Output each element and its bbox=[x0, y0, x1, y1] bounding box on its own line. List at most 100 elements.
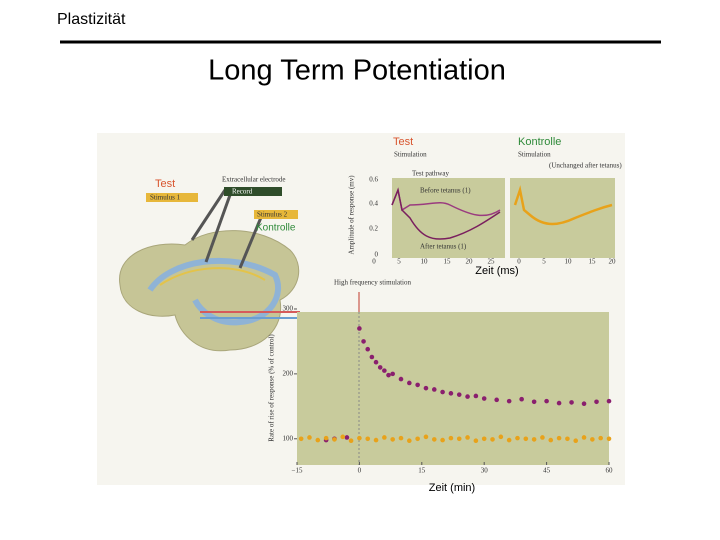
point bbox=[556, 435, 562, 441]
label: Test pathway bbox=[412, 170, 450, 178]
point bbox=[332, 437, 337, 442]
label: (Unchanged after tetanus) bbox=[549, 162, 622, 170]
point bbox=[473, 438, 479, 444]
point bbox=[481, 396, 487, 401]
point bbox=[407, 380, 412, 386]
point bbox=[531, 399, 537, 405]
point bbox=[519, 396, 524, 402]
point bbox=[498, 434, 504, 440]
x-tick-label: 0 bbox=[372, 258, 376, 266]
label-box bbox=[254, 210, 298, 219]
panel bbox=[510, 178, 615, 258]
point bbox=[373, 359, 379, 365]
point bbox=[448, 435, 454, 441]
x-tick-label: 30 bbox=[481, 467, 489, 475]
point bbox=[544, 398, 549, 404]
label: Record bbox=[232, 188, 253, 196]
x-tick-label: 10 bbox=[421, 258, 429, 266]
x-tick-label: 60 bbox=[606, 467, 614, 475]
label: Before tetanus (1) bbox=[420, 187, 471, 195]
x-tick-label: 45 bbox=[543, 467, 551, 475]
x-tick-label: 5 bbox=[542, 258, 546, 266]
point bbox=[423, 434, 429, 440]
point bbox=[590, 437, 595, 442]
point bbox=[348, 438, 354, 444]
point bbox=[540, 435, 545, 440]
point bbox=[448, 391, 454, 396]
x-tick-label: 10 bbox=[565, 258, 573, 266]
point bbox=[473, 393, 479, 399]
panel-title: Test bbox=[393, 136, 413, 148]
point bbox=[515, 435, 520, 441]
x-tick-label: 5 bbox=[397, 258, 401, 266]
label: Test bbox=[155, 178, 175, 190]
y-tick-label: 100 bbox=[283, 434, 294, 442]
trace-before bbox=[391, 187, 501, 217]
point bbox=[581, 435, 587, 440]
axis-label: Zeit (min) bbox=[429, 482, 475, 494]
hippocampus bbox=[147, 257, 282, 326]
plot-area bbox=[297, 312, 609, 465]
x-tick-label: 20 bbox=[609, 258, 617, 266]
axis-label: Amplitude of response (mv) bbox=[348, 175, 356, 255]
point bbox=[323, 435, 329, 441]
point bbox=[440, 437, 445, 443]
point bbox=[390, 371, 395, 377]
point bbox=[390, 437, 395, 442]
point bbox=[573, 438, 579, 444]
label: High frequency stimulation bbox=[334, 279, 411, 287]
pathway bbox=[159, 267, 266, 286]
point bbox=[465, 394, 470, 399]
label: Stimulus 2 bbox=[257, 211, 288, 219]
point bbox=[556, 400, 562, 406]
trace-control bbox=[513, 185, 613, 226]
x-tick-label: 15 bbox=[589, 258, 597, 266]
point bbox=[481, 436, 487, 442]
point bbox=[594, 399, 599, 405]
point bbox=[361, 339, 366, 344]
point bbox=[423, 385, 429, 391]
y-tick-label: 0.4 bbox=[369, 200, 378, 208]
trace-after bbox=[391, 187, 501, 240]
point bbox=[307, 435, 312, 440]
point bbox=[340, 434, 346, 440]
x-tick-label: −15 bbox=[292, 467, 303, 475]
label-box bbox=[224, 187, 282, 196]
point bbox=[382, 435, 387, 440]
y-tick-label: 0.6 bbox=[369, 176, 378, 184]
point bbox=[344, 435, 350, 440]
electrode bbox=[238, 214, 264, 269]
point bbox=[365, 346, 371, 352]
point bbox=[531, 437, 537, 442]
point bbox=[581, 401, 587, 407]
point bbox=[456, 436, 462, 442]
point bbox=[357, 326, 362, 331]
point bbox=[523, 436, 529, 442]
point bbox=[415, 382, 420, 388]
point bbox=[431, 437, 437, 442]
point bbox=[386, 372, 391, 378]
point bbox=[548, 437, 554, 443]
point bbox=[373, 437, 379, 443]
point bbox=[606, 436, 612, 442]
point bbox=[569, 400, 574, 405]
point bbox=[431, 387, 437, 392]
y-tick-label: 300 bbox=[283, 305, 294, 313]
point bbox=[357, 435, 362, 441]
panel-title: Kontrolle bbox=[518, 136, 561, 148]
x-tick-label: 0 bbox=[358, 467, 362, 475]
y-tick-label: 0 bbox=[375, 251, 379, 259]
x-tick-label: 25 bbox=[488, 258, 496, 266]
x-tick-label: 0 bbox=[517, 258, 521, 266]
x-tick-label: 15 bbox=[418, 467, 426, 475]
point bbox=[382, 368, 387, 373]
label: Kontrolle bbox=[256, 223, 296, 234]
header: Plastizität bbox=[57, 11, 126, 28]
axis-label: Zeit (ms) bbox=[475, 265, 518, 277]
point bbox=[407, 438, 412, 444]
point bbox=[506, 437, 512, 443]
point bbox=[494, 397, 499, 403]
point bbox=[365, 436, 371, 442]
point bbox=[369, 354, 375, 360]
